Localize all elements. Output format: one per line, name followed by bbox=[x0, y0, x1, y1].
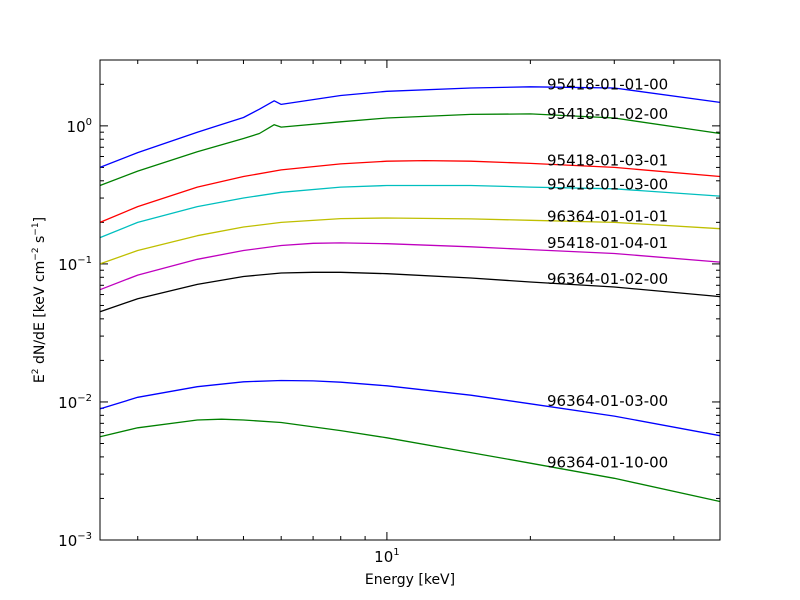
y-tick-label-exponent: −2 bbox=[77, 393, 92, 404]
y-axis-label-mid2: s bbox=[32, 236, 48, 248]
y-tick-label-base: 10 bbox=[58, 256, 77, 274]
x-tick-label: 101 bbox=[374, 547, 399, 566]
y-axis-label-sup2: −2 bbox=[31, 247, 41, 260]
series-line-95418-01-03-01 bbox=[99, 159, 721, 223]
series-label: 95418-01-03-01 bbox=[547, 152, 668, 170]
y-tick-label: 10−3 bbox=[58, 531, 92, 550]
series-label: 96364-01-10-00 bbox=[547, 453, 668, 471]
series-line-95418-01-03-00 bbox=[99, 184, 721, 239]
series-line-96364-01-03-00 bbox=[99, 379, 721, 437]
series-label: 96364-01-02-00 bbox=[547, 270, 668, 288]
series-label: 95418-01-02-00 bbox=[547, 105, 668, 123]
y-tick-label-exponent: −1 bbox=[77, 255, 92, 266]
y-tick-label-exponent: −3 bbox=[77, 531, 92, 542]
y-tick-label: 10−1 bbox=[58, 255, 92, 274]
y-tick-label-base: 10 bbox=[58, 394, 77, 412]
plot-frame bbox=[99, 59, 721, 541]
y-tick-label-exponent: 0 bbox=[86, 117, 92, 128]
y-axis-label: E2 dN/dE [keV cm−2 s−1] bbox=[31, 217, 48, 383]
x-tick-label-exponent: 1 bbox=[393, 547, 399, 558]
y-axis-label-suffix: ] bbox=[32, 217, 48, 222]
series-lines bbox=[99, 86, 721, 503]
series-label: 95418-01-01-00 bbox=[547, 75, 668, 93]
series-label: 95418-01-03-00 bbox=[547, 176, 668, 194]
series-line-95418-01-02-00 bbox=[99, 113, 721, 187]
y-axis-label-sup1: 2 bbox=[31, 368, 41, 374]
series-line-95418-01-04-01 bbox=[99, 242, 721, 291]
series-line-96364-01-01-01 bbox=[99, 217, 721, 265]
y-axis-label-prefix: E bbox=[32, 374, 48, 383]
series-line-95418-01-01-00 bbox=[99, 86, 721, 169]
y-tick-label: 100 bbox=[67, 117, 92, 136]
series-label: 95418-01-04-01 bbox=[547, 234, 668, 252]
series-line-96364-01-02-00 bbox=[99, 271, 721, 313]
x-tick-label-base: 10 bbox=[374, 548, 393, 566]
series-labels: 95418-01-01-00 95418-01-02-00 95418-01-03-… bbox=[547, 75, 668, 471]
y-axis-label-sup3: −1 bbox=[31, 222, 41, 235]
x-axis-label: Energy [keV] bbox=[365, 572, 455, 588]
y-tick-label-base: 10 bbox=[67, 118, 86, 136]
y-tick-label-base: 10 bbox=[58, 532, 77, 550]
series-line-96364-01-10-00 bbox=[99, 418, 721, 503]
series-label: 96364-01-01-01 bbox=[547, 208, 668, 226]
y-tick-label: 10−2 bbox=[58, 393, 92, 412]
series-label: 96364-01-03-00 bbox=[547, 392, 668, 410]
y-axis-label-mid: dN/dE [keV cm bbox=[32, 261, 48, 369]
